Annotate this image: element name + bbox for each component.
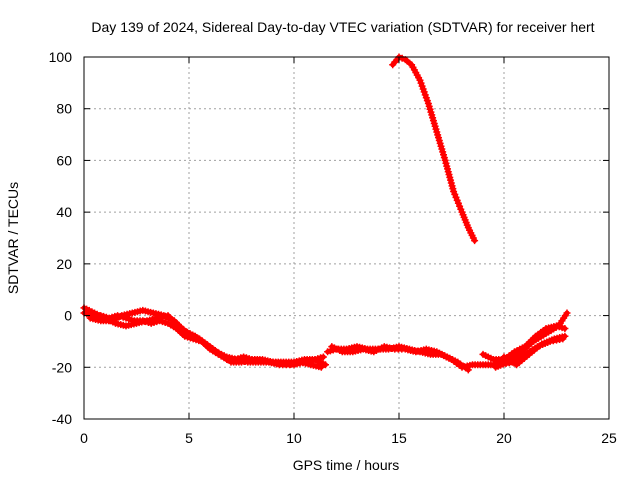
x-tick-label: 20 <box>496 430 512 446</box>
x-tick-label: 25 <box>601 430 617 446</box>
x-tick-label: 15 <box>391 430 407 446</box>
chart-title: Day 139 of 2024, Sidereal Day-to-day VTE… <box>91 19 594 35</box>
series-mid-arc-shadow <box>328 343 472 374</box>
y-tick-label: 40 <box>56 204 72 220</box>
x-tick-label: 0 <box>80 430 88 446</box>
y-axis-label: SDTVAR / TECUs <box>5 182 21 294</box>
data-point <box>561 325 569 332</box>
grid-lines <box>84 57 609 419</box>
data-point <box>317 363 325 371</box>
data-point <box>319 353 327 361</box>
axis-ticks: 0 5 10 15 20 25 -40 -20 0 20 40 60 80 100 <box>49 49 617 446</box>
data-point <box>559 335 567 343</box>
data-point <box>464 366 472 374</box>
y-tick-label: 20 <box>56 256 72 272</box>
x-tick-label: 10 <box>286 430 302 446</box>
y-tick-label: 100 <box>49 49 73 65</box>
plot-frame <box>83 56 610 420</box>
data-point <box>471 237 479 245</box>
x-tick-label: 5 <box>185 430 193 446</box>
data-series <box>80 53 571 374</box>
y-tick-label: 0 <box>64 308 72 324</box>
series-high-arc <box>389 53 479 245</box>
y-tick-label: -20 <box>52 359 72 375</box>
x-axis-label: GPS time / hours <box>293 457 400 473</box>
y-tick-label: 80 <box>56 101 72 117</box>
series-secondary-arc-2 <box>86 306 325 371</box>
y-tick-label: -40 <box>52 411 72 427</box>
data-point <box>398 54 406 62</box>
y-tick-label: 60 <box>56 152 72 168</box>
data-point <box>322 361 329 369</box>
data-point <box>563 309 571 317</box>
series-rising-tail-4 <box>496 335 567 369</box>
